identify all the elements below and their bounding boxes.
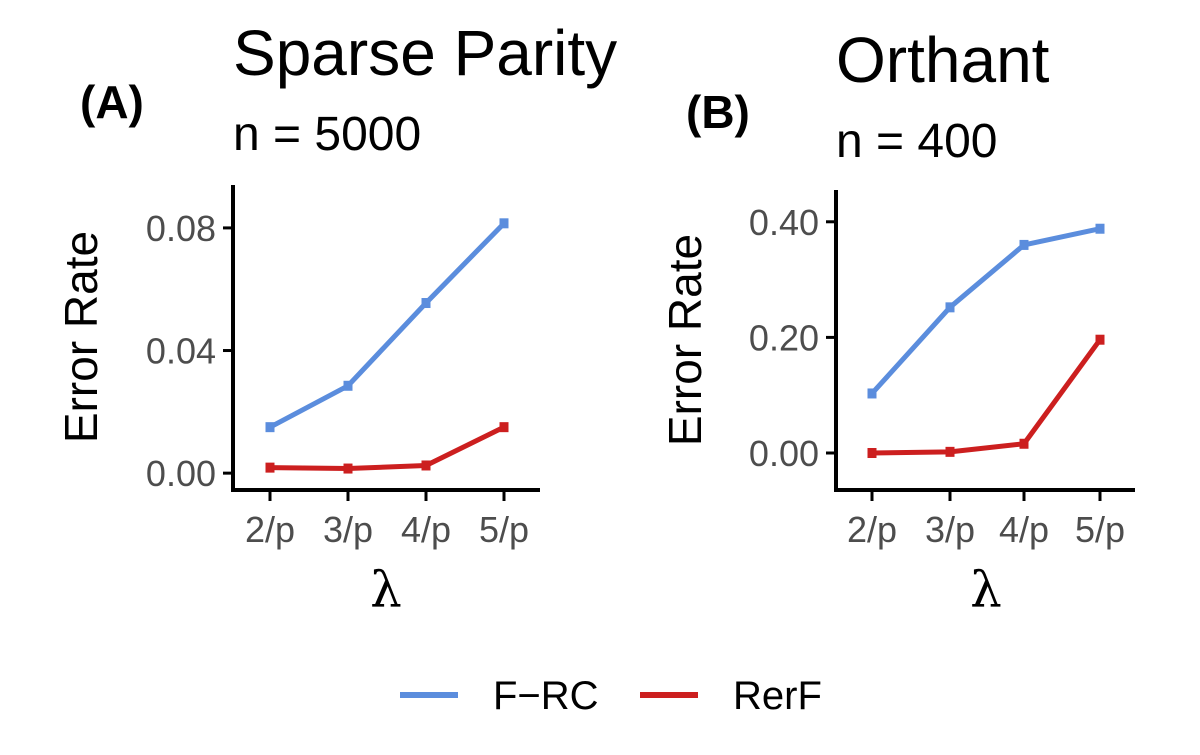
panel-b-tag: (B)	[686, 86, 750, 138]
panel-b-title: Orthant	[836, 24, 1050, 96]
panel-a-x-tick-label: 5/p	[479, 509, 529, 550]
panel-b-series-f-rc-line	[869, 226, 1103, 396]
panel-a-plot: 0.00 0.04 0.08 2/p 3/p 4/p 5/p	[146, 185, 540, 550]
panel-a-tag: (A)	[80, 76, 144, 128]
panel-b-subtitle: n = 400	[836, 115, 997, 168]
panel-b-series-rerf-point	[1095, 334, 1105, 345]
panel-a-x-axis-title: λ	[370, 561, 402, 619]
panel-a-y-tick-label: 0.00	[146, 453, 216, 494]
legend-label-f-rc: F−RC	[493, 674, 599, 718]
panel-b-series-rerf-point	[1019, 438, 1029, 449]
panel-b-y-axis-title: Error Rate	[659, 234, 711, 446]
panel-a-y-tick-label: 0.08	[146, 208, 216, 249]
panel-a-series-f-rc-point	[343, 380, 353, 391]
panel-b-y-tick-label: 0.40	[749, 202, 819, 243]
panel-b-x-tick-label: 2/p	[847, 509, 897, 550]
panel-a-series-f-rc-point	[499, 218, 509, 229]
panel-b-series-rerf-point	[867, 448, 877, 459]
panel-b-x-tick-label: 3/p	[925, 509, 975, 550]
panel-a-y-tick-label: 0.04	[146, 331, 216, 372]
panel-a-x-tick-label: 3/p	[323, 509, 373, 550]
panel-a-series-f-rc-point	[421, 298, 431, 309]
panel-a-series-rerf-point	[421, 460, 431, 471]
panel-b-x-axis-title: λ	[970, 561, 1002, 619]
panel-a-series-rerf-point	[265, 462, 275, 473]
panel-b-series-rerf-point	[945, 446, 955, 457]
panel-b-x-tick-label: 4/p	[999, 509, 1049, 550]
panel-b-series-rerf-line	[869, 337, 1103, 456]
panel-a-x-tick-label: 2/p	[245, 509, 295, 550]
panel-b-plot: 0.00 0.20 0.40 2/p 3/p 4/p 5/p	[749, 190, 1135, 550]
panel-b-series-f-rc-point	[1095, 223, 1105, 234]
panel-a-x-tick-label: 4/p	[401, 509, 451, 550]
panel-b-series-f-rc-point	[867, 388, 877, 399]
panel-a-series-rerf-point	[499, 422, 509, 433]
panel-b-y-tick-label: 0.20	[749, 317, 819, 358]
panel-b-series-f-rc-point	[1019, 239, 1029, 250]
panel-b-series-f-rc-point	[945, 302, 955, 313]
panel-b-x-tick-label: 5/p	[1075, 509, 1125, 550]
panel-a-series-rerf-line	[267, 424, 507, 472]
panel-a-y-axis-title: Error Rate	[55, 231, 107, 443]
panel-a-subtitle: n = 5000	[233, 108, 421, 161]
panel-a-series-f-rc-point	[265, 422, 275, 433]
panel-a-series-f-rc-line	[267, 220, 507, 430]
panel-a-title: Sparse Parity	[233, 17, 617, 89]
panel-a-series-rerf-point	[343, 463, 353, 474]
legend-label-rerf: RerF	[733, 674, 822, 718]
panel-b-y-tick-label: 0.00	[749, 433, 819, 474]
legend: F−RC RerF	[400, 674, 822, 718]
